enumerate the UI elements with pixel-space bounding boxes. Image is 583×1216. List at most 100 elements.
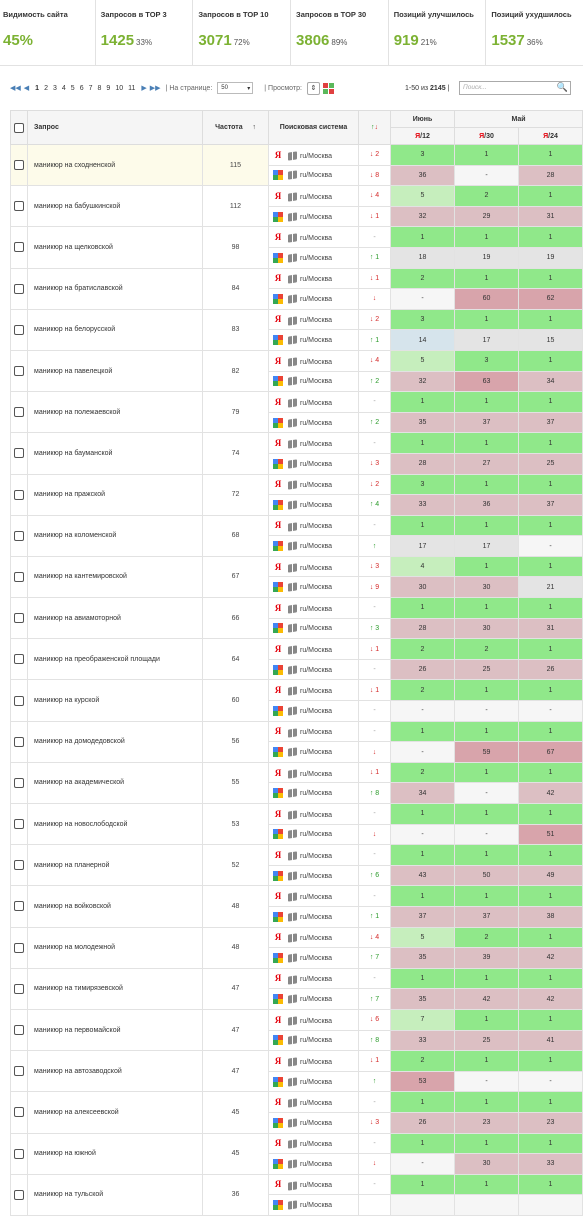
query-cell[interactable]: маникюр на первомайской <box>27 1008 203 1052</box>
position-cell[interactable]: 1 <box>518 185 583 207</box>
position-cell[interactable]: 1 <box>454 1132 519 1155</box>
page-link[interactable]: 10 <box>115 84 124 92</box>
position-cell[interactable]: 1 <box>454 1008 519 1031</box>
row-checkbox[interactable] <box>14 736 24 747</box>
position-cell[interactable]: 27 <box>454 452 519 475</box>
query-cell[interactable]: маникюр на молодежной <box>27 926 203 969</box>
position-cell[interactable] <box>454 1194 519 1216</box>
row-checkbox[interactable] <box>14 695 24 706</box>
position-cell[interactable]: 1 <box>390 1091 455 1113</box>
position-cell[interactable]: - <box>454 782 519 804</box>
page-link[interactable]: 1 <box>35 84 40 92</box>
position-cell[interactable]: 49 <box>518 864 583 887</box>
position-cell[interactable]: 1 <box>518 473 583 496</box>
position-cell[interactable]: 1 <box>518 720 583 743</box>
query-cell[interactable]: маникюр на кантемировской <box>27 555 203 599</box>
row-checkbox[interactable] <box>14 860 24 871</box>
position-cell[interactable]: 51 <box>518 823 583 846</box>
query-cell[interactable]: маникюр на алексеевской <box>27 1091 203 1134</box>
position-cell[interactable]: 19 <box>454 246 519 269</box>
position-cell[interactable]: 30 <box>454 617 519 640</box>
position-cell[interactable]: 1 <box>518 638 583 660</box>
row-checkbox[interactable] <box>14 983 24 994</box>
position-cell[interactable]: 1 <box>518 308 583 331</box>
position-cell[interactable]: 35 <box>390 947 455 969</box>
position-cell[interactable]: 2 <box>454 926 519 949</box>
position-cell[interactable]: 26 <box>390 658 455 681</box>
position-cell[interactable]: 2 <box>390 679 455 702</box>
position-cell[interactable]: 5 <box>390 185 455 207</box>
position-cell[interactable]: 5 <box>390 926 455 949</box>
position-cell[interactable]: 1 <box>518 1132 583 1155</box>
position-cell[interactable]: 32 <box>390 370 455 393</box>
position-cell[interactable]: 3 <box>390 473 455 496</box>
position-cell[interactable]: 1 <box>518 885 583 907</box>
row-checkbox[interactable] <box>14 1148 24 1159</box>
first-page-icon[interactable]: ◀◀ <box>10 85 21 92</box>
position-cell[interactable]: 1 <box>390 1173 455 1196</box>
position-cell[interactable]: 1 <box>390 514 455 537</box>
frequency-header[interactable]: Частота ↑ <box>202 110 269 145</box>
search-icon[interactable]: 🔍 <box>556 82 568 92</box>
position-cell[interactable]: 60 <box>454 288 519 310</box>
position-cell[interactable]: 1 <box>454 761 519 784</box>
position-cell[interactable]: 23 <box>518 1111 583 1134</box>
query-cell[interactable]: маникюр на автозаводской <box>27 1050 203 1093</box>
page-link[interactable]: 11 <box>128 84 136 92</box>
position-cell[interactable]: 26 <box>518 658 583 681</box>
position-cell[interactable]: 1 <box>518 514 583 537</box>
page-link[interactable]: 7 <box>88 84 93 92</box>
row-checkbox[interactable] <box>14 901 24 912</box>
position-cell[interactable]: 1 <box>454 226 519 248</box>
position-cell[interactable]: 5 <box>390 349 455 372</box>
position-cell[interactable]: - <box>390 741 455 763</box>
position-cell[interactable]: 37 <box>454 905 519 928</box>
position-cell[interactable]: 37 <box>454 411 519 434</box>
position-cell[interactable]: - <box>518 535 583 557</box>
position-cell[interactable]: 1 <box>454 679 519 702</box>
position-cell[interactable]: 1 <box>518 349 583 372</box>
position-cell[interactable]: 26 <box>390 1111 455 1134</box>
position-cell[interactable]: 1 <box>454 1050 519 1072</box>
position-cell[interactable]: 35 <box>390 411 455 434</box>
position-cell[interactable]: 62 <box>518 288 583 310</box>
date-col-1[interactable]: Я/12 <box>390 127 455 145</box>
position-cell[interactable]: - <box>390 823 455 846</box>
row-checkbox[interactable] <box>14 448 24 459</box>
position-cell[interactable]: 1 <box>454 1173 519 1196</box>
position-cell[interactable]: 4 <box>390 555 455 578</box>
position-cell[interactable]: 25 <box>518 452 583 475</box>
position-cell[interactable]: 1 <box>390 432 455 454</box>
position-cell[interactable]: 23 <box>454 1111 519 1134</box>
query-cell[interactable]: маникюр на курской <box>27 679 203 722</box>
position-cell[interactable]: 2 <box>390 638 455 660</box>
position-cell[interactable]: 1 <box>518 679 583 702</box>
row-checkbox[interactable] <box>14 1066 24 1077</box>
position-cell[interactable]: 1 <box>518 144 583 166</box>
position-cell[interactable]: 21 <box>518 576 583 599</box>
position-cell[interactable]: 2 <box>454 638 519 660</box>
row-checkbox[interactable] <box>14 160 24 171</box>
position-cell[interactable]: 37 <box>390 905 455 928</box>
position-cell[interactable]: 33 <box>390 1029 455 1052</box>
position-cell[interactable]: 1 <box>390 597 455 619</box>
position-cell[interactable]: 1 <box>518 226 583 248</box>
position-cell[interactable]: 1 <box>454 555 519 578</box>
position-cell[interactable]: 42 <box>518 947 583 969</box>
position-cell[interactable]: 33 <box>518 1153 583 1175</box>
position-cell[interactable]: 34 <box>390 782 455 804</box>
page-link[interactable]: 6 <box>79 84 84 92</box>
position-cell[interactable]: 1 <box>518 844 583 866</box>
query-cell[interactable]: маникюр на академической <box>27 761 203 805</box>
position-cell[interactable]: 25 <box>454 658 519 681</box>
position-cell[interactable]: 42 <box>454 988 519 1010</box>
row-checkbox[interactable] <box>14 201 24 212</box>
position-cell[interactable]: 1 <box>454 514 519 537</box>
row-checkbox[interactable] <box>14 613 24 624</box>
position-cell[interactable]: 29 <box>454 205 519 228</box>
query-cell[interactable]: маникюр на преображенской площади <box>27 638 203 681</box>
row-checkbox[interactable] <box>14 283 24 294</box>
position-cell[interactable]: 1 <box>518 761 583 784</box>
query-cell[interactable]: маникюр на южной <box>27 1132 203 1175</box>
query-cell[interactable]: маникюр на бауманской <box>27 432 203 475</box>
